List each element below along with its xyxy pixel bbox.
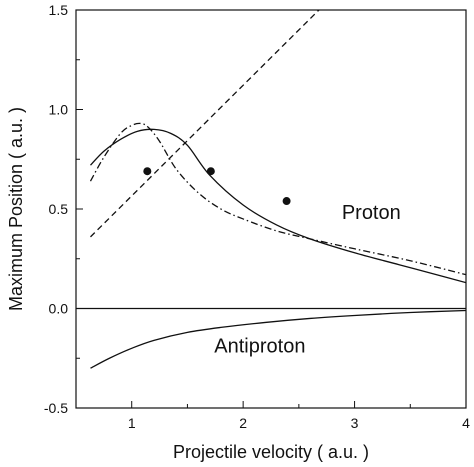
x-tick-label: 3 <box>351 415 359 431</box>
y-tick-label: 0.5 <box>49 201 69 217</box>
y-axis-ticks: -0.5 0.0 0.5 1.0 1.5 <box>44 2 83 416</box>
series-line-2 <box>89 122 466 276</box>
x-axis-label: Projectile velocity ( a.u. ) <box>173 442 369 462</box>
x-axis-ticks: 1 2 3 4 <box>75 401 470 431</box>
data-point-marker <box>206 167 215 176</box>
series-line-1 <box>90 128 466 284</box>
data-point-marker <box>282 197 291 206</box>
x-tick-label: 4 <box>462 415 470 431</box>
annotation-layer: Proton Antiproton <box>214 202 400 357</box>
annotation-proton: Proton <box>342 202 401 224</box>
x-tick-label: 2 <box>239 415 247 431</box>
y-tick-label: 1.5 <box>49 2 69 18</box>
annotation-antiproton: Antiproton <box>214 335 305 357</box>
series-line-3 <box>90 10 320 238</box>
series-layer <box>76 10 466 369</box>
y-tick-label: 1.0 <box>49 102 69 118</box>
series-clip-group <box>76 10 466 369</box>
data-point-marker <box>143 167 152 176</box>
y-tick-label: -0.5 <box>44 400 68 416</box>
series-line-4 <box>90 309 466 369</box>
y-tick-label: 0.0 <box>49 301 69 317</box>
x-tick-label: 1 <box>128 415 136 431</box>
y-axis-label: Maximum Position ( a.u. ) <box>6 107 26 311</box>
